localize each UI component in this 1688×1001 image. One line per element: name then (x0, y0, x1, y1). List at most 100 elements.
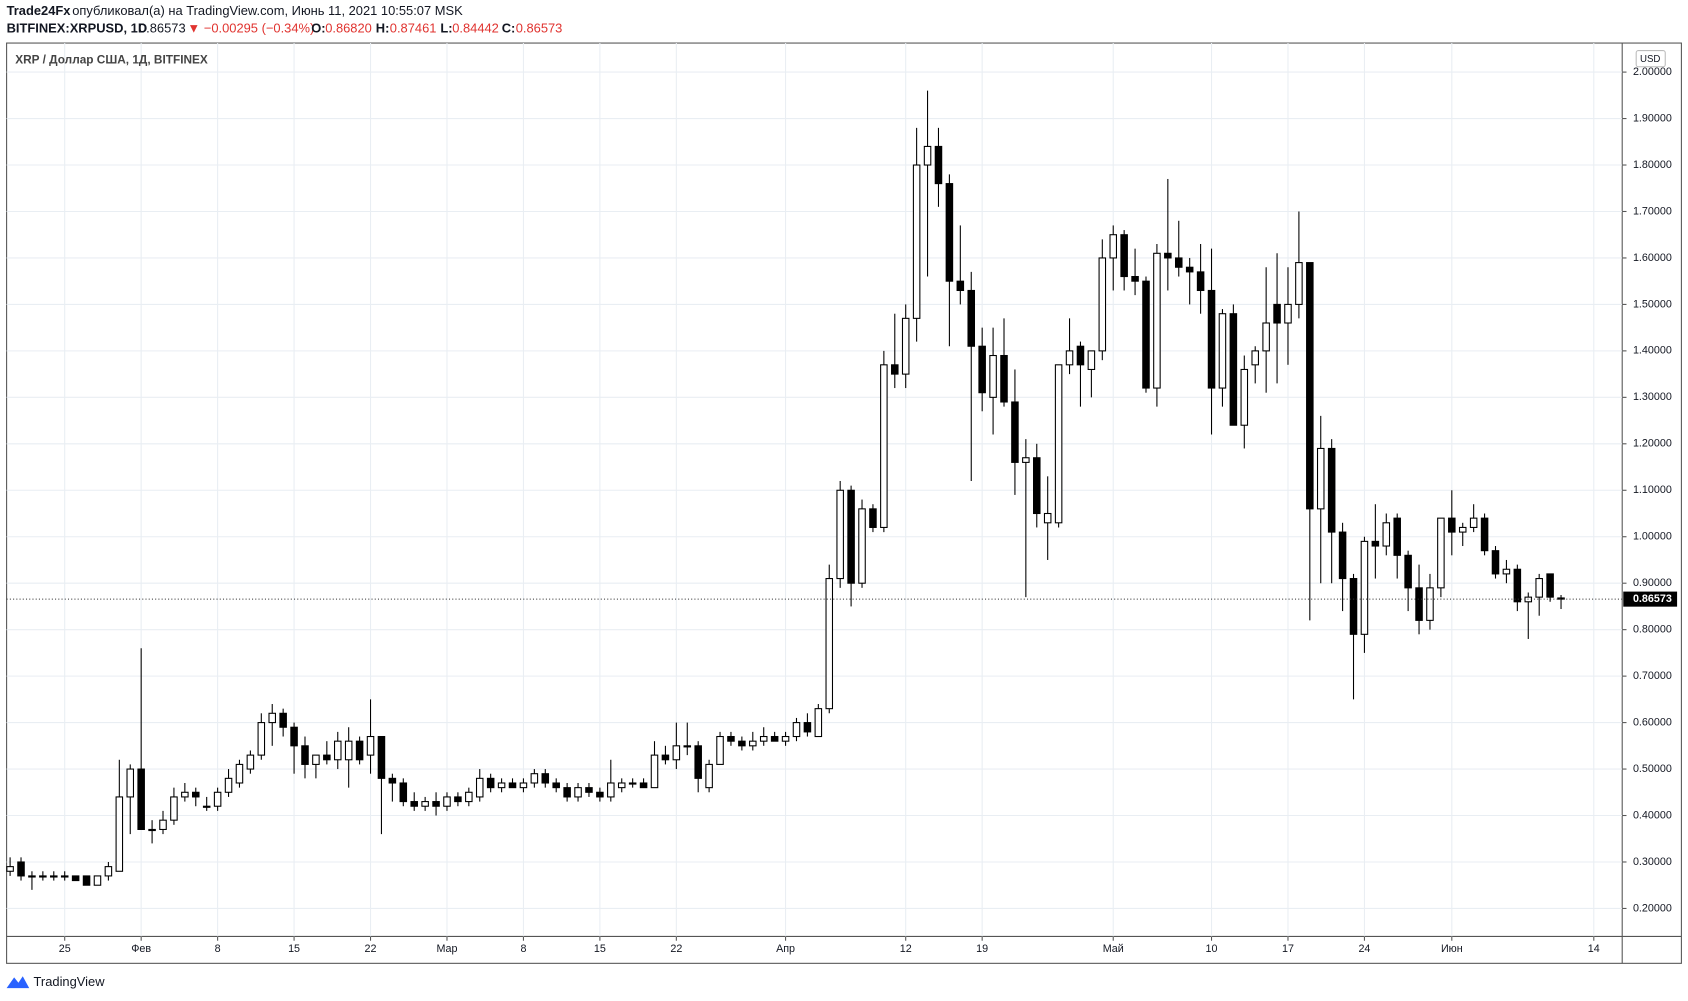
candle-body (1295, 262, 1303, 305)
candle-body (639, 782, 648, 789)
candle-body (202, 805, 211, 808)
candle-body (366, 735, 375, 756)
candle-body (803, 722, 812, 733)
candle-body (333, 740, 342, 761)
candle-body (869, 508, 877, 528)
candle-body (1251, 350, 1259, 366)
currency-box[interactable] (1635, 50, 1666, 68)
candle-body (661, 754, 670, 761)
open-value: 0.86820 (325, 20, 372, 35)
candle-body (28, 875, 36, 878)
candle-body (1240, 368, 1249, 426)
x-tick-label: Мар (436, 943, 457, 955)
candle-body (880, 364, 888, 528)
x-tick-label: Фев (131, 943, 151, 955)
candle-body (1327, 447, 1336, 533)
candle-body (1109, 234, 1117, 259)
candle-body (858, 508, 866, 584)
y-tick-label: 0.40000 (1633, 809, 1672, 821)
x-tick-label: 19 (976, 943, 988, 955)
candle-body (1174, 257, 1183, 268)
y-tick-label: 1.20000 (1633, 438, 1672, 450)
y-tick-label: 1.90000 (1633, 112, 1672, 124)
candle-body (617, 782, 626, 789)
candle-body (388, 777, 397, 784)
y-tick-label: 0.80000 (1633, 624, 1672, 636)
candle-body (825, 578, 834, 710)
low-label: L: (440, 20, 452, 35)
candle-body (901, 317, 910, 375)
candle-body (1437, 517, 1445, 589)
candle-body (727, 735, 735, 742)
candle-body (60, 875, 69, 878)
candle-body (934, 145, 943, 185)
candle-body (279, 712, 287, 728)
change: ▼ −0.00295 (−0.34%) (187, 20, 314, 35)
y-tick-label: 0.30000 (1633, 856, 1672, 868)
candle-body (650, 754, 659, 789)
candle-body (836, 489, 844, 580)
candle-body (39, 875, 47, 878)
candle-body (192, 791, 200, 798)
candle-body (607, 782, 615, 798)
y-tick-label: 0.70000 (1633, 670, 1672, 682)
candle-body (1316, 447, 1325, 510)
candle-body (1196, 271, 1205, 292)
candle-body (956, 280, 965, 292)
currency: USD (1640, 54, 1660, 65)
high-value: 0.87461 (390, 20, 437, 35)
candle-body (159, 819, 167, 830)
candle-body (1033, 457, 1041, 515)
y-tick-label: 1.10000 (1633, 484, 1672, 496)
high-label: H: (376, 20, 390, 35)
candle-body (1000, 354, 1008, 403)
candle-body (978, 345, 986, 394)
candle-body (1098, 257, 1107, 352)
y-tick-label: 0.20000 (1633, 902, 1672, 914)
candle-body (1469, 517, 1478, 528)
candle-body (443, 796, 451, 807)
y-tick-label: 1.70000 (1633, 205, 1672, 217)
candle-body (585, 787, 593, 793)
candle-body (1284, 303, 1292, 324)
close-value: 0.86573 (516, 20, 563, 35)
candle-body (486, 777, 495, 789)
candle-body (989, 354, 997, 398)
candle-body (672, 745, 681, 761)
close-label: C: (502, 20, 516, 35)
candle-body (1043, 512, 1052, 524)
candle-body (432, 801, 440, 807)
y-tick-label: 1.30000 (1633, 391, 1672, 403)
candle-body (628, 782, 637, 785)
candle-body (71, 875, 80, 882)
candle-body (213, 791, 222, 807)
x-tick-label: 22 (365, 943, 377, 955)
candle-body (82, 875, 91, 886)
candle-body (1360, 540, 1369, 635)
candle-body (945, 183, 954, 282)
x-tick-label: 8 (215, 943, 221, 955)
y-tick-label: 1.80000 (1633, 159, 1672, 171)
y-tick-label: 0.60000 (1633, 716, 1672, 728)
candle-body (344, 740, 353, 761)
x-tick-label: Май (1103, 943, 1124, 955)
candle-body (224, 777, 233, 793)
candle-body (454, 796, 462, 803)
footer-brand: TradingView (34, 974, 106, 989)
candle-body (1185, 266, 1194, 273)
candle-body (1153, 252, 1161, 389)
x-tick-label: Апр (776, 943, 795, 955)
candle-body (1546, 573, 1554, 598)
x-tick-label: 25 (59, 943, 71, 955)
candle-body (1207, 289, 1216, 389)
candle-body (1087, 350, 1096, 371)
candle-body (137, 768, 145, 830)
candle-body (1557, 597, 1565, 600)
candle-body (1513, 568, 1522, 603)
open-label: O: (311, 20, 325, 35)
candle-body (923, 145, 932, 166)
candle-body (967, 289, 976, 347)
candle-body (1480, 517, 1489, 552)
